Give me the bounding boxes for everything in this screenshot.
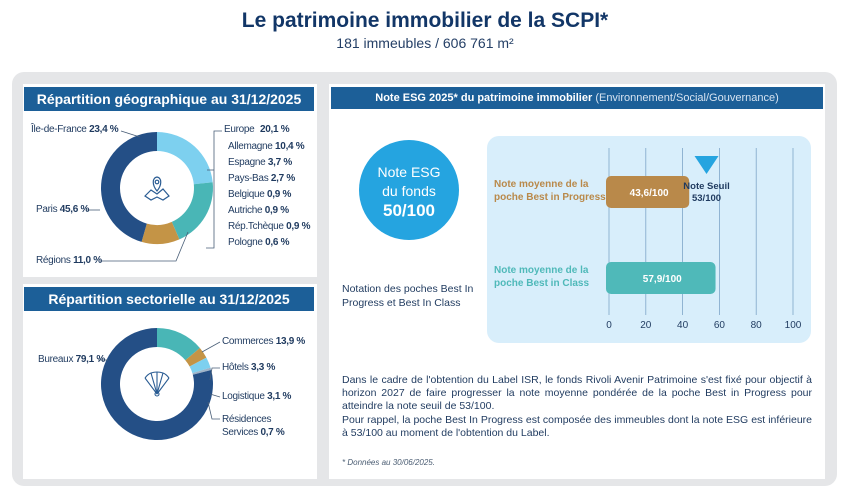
- geo-label-pologne: Pologne 0,6 %: [228, 237, 290, 248]
- sector-label-hotels: Hôtels 3,3 %: [222, 362, 276, 373]
- geo-panel: [23, 84, 317, 277]
- sector-label-residences: Résidences Services 0,7 %: [222, 414, 285, 438]
- geo-leader-regions: [100, 231, 189, 262]
- esg-bar-1: [606, 262, 716, 294]
- geo-slice-3: [100, 132, 157, 242]
- geo-label-belgique: Belgique 0,9 %: [228, 189, 292, 200]
- esg-heading: Note ESG 2025* du patrimoine immobilier …: [331, 87, 823, 109]
- geo-label-rep-tcheque: Rép.Tchèque 0,9 %: [228, 221, 311, 232]
- esg-notation-caption: Notation des poches Best In Progress et …: [342, 283, 474, 309]
- esg-score-value: 50/100: [383, 201, 435, 220]
- geo-label-regions: Régions 11,0 %: [36, 255, 102, 266]
- x-tick-5: 100: [785, 320, 802, 331]
- sector-label-bureaux: Bureaux 79,1 %: [38, 354, 105, 365]
- sector-leader-hotels: [209, 367, 220, 381]
- sector-donut-chart: [101, 328, 213, 440]
- esg-bar-value-0: 43,6/100: [630, 188, 669, 199]
- x-tick-1: 20: [640, 320, 652, 331]
- sector-slice-3: [192, 367, 212, 375]
- geo-leader-idf: [120, 130, 141, 138]
- sector-leader-logistique: [209, 393, 221, 398]
- esg-bar-value-1: 57,9/100: [643, 274, 682, 285]
- geo-label-europe: Europe 20,1 %: [224, 124, 290, 135]
- sector-label-commerces: Commerces 13,9 %: [222, 336, 306, 347]
- geo-leader-lines: [86, 130, 222, 262]
- sector-slice-2: [189, 357, 211, 374]
- sector-slice-4: [101, 328, 213, 440]
- esg-heading-sub: (Environnement/Social/Gouvernance): [595, 92, 779, 104]
- esg-paragraph-2: Pour rappel, la poche Best In Progress e…: [342, 414, 812, 439]
- geo-label-paysbas: Pays-Bas 2,7 %: [228, 173, 295, 184]
- sector-label-logistique: Logistique 3,1 %: [222, 391, 292, 402]
- x-tick-3: 60: [714, 320, 726, 331]
- geo-donut-chart: [100, 132, 213, 244]
- sector-slice-1: [185, 347, 207, 367]
- esg-chart-ticks: 0 20 40 60 80 100: [606, 320, 802, 331]
- sector-leader-commerces: [201, 341, 221, 353]
- esg-footnote: * Données au 30/06/2025.: [342, 458, 435, 467]
- sector-leader-lines: [98, 341, 221, 420]
- sector-slice-0: [157, 328, 200, 361]
- esg-bar-0: [606, 176, 690, 208]
- sector-heading: Répartition sectorielle au 31/12/2025: [24, 287, 314, 311]
- esg-bar-category-1: Note moyenne de la poche Best in Class: [494, 265, 589, 289]
- geo-slice-2: [141, 221, 180, 244]
- geo-label-espagne: Espagne 3,7 %: [228, 157, 292, 168]
- x-tick-2: 40: [677, 320, 689, 331]
- x-tick-4: 80: [751, 320, 763, 331]
- esg-heading-main: Note ESG 2025* du patrimoine immobilier: [375, 92, 593, 104]
- page-title: Le patrimoine immobilier de la SCPI*: [241, 9, 609, 32]
- geo-label-paris: Paris 45,6 %: [36, 204, 90, 215]
- sector-leader-residences: [207, 401, 220, 420]
- esg-paragraph-1: Dans le cadre de l'obtention du Label IS…: [342, 374, 812, 412]
- geo-slice-1: [171, 182, 213, 240]
- sector-panel: [23, 284, 317, 479]
- geo-label-idf: Île-de-France 23,4 %: [31, 124, 119, 135]
- geo-label-autriche: Autriche 0,9 %: [228, 205, 289, 216]
- esg-score-text: Note ESG du fonds 50/100: [359, 163, 459, 220]
- esg-bar-category-0: Note moyenne de la poche Best in Progress: [494, 179, 606, 203]
- geo-leader-europe-bracket: [206, 130, 222, 249]
- geo-heading: Répartition géographique au 31/12/2025: [24, 87, 314, 111]
- map-pin-icon: [144, 176, 170, 201]
- esg-chart-bars: 43,6/100 Note moyenne de la poche Best in …: [494, 176, 716, 294]
- x-tick-0: 0: [606, 320, 612, 331]
- geo-label-allemagne: Allemagne 10,4 %: [228, 141, 305, 152]
- esg-score-line1: Note ESG: [377, 164, 441, 180]
- threshold-triangle-icon: [694, 156, 719, 174]
- threshold-label: Note Seuil: [683, 181, 729, 192]
- page-subtitle: 181 immeubles / 606 761 m²: [336, 35, 514, 51]
- esg-score-bubble: [359, 140, 459, 240]
- esg-chart-background: [487, 136, 811, 343]
- threshold-value: 53/100: [692, 193, 721, 204]
- geo-slice-0: [157, 132, 213, 185]
- esg-score-line2: du fonds: [382, 183, 436, 199]
- fan-icon: [144, 371, 170, 397]
